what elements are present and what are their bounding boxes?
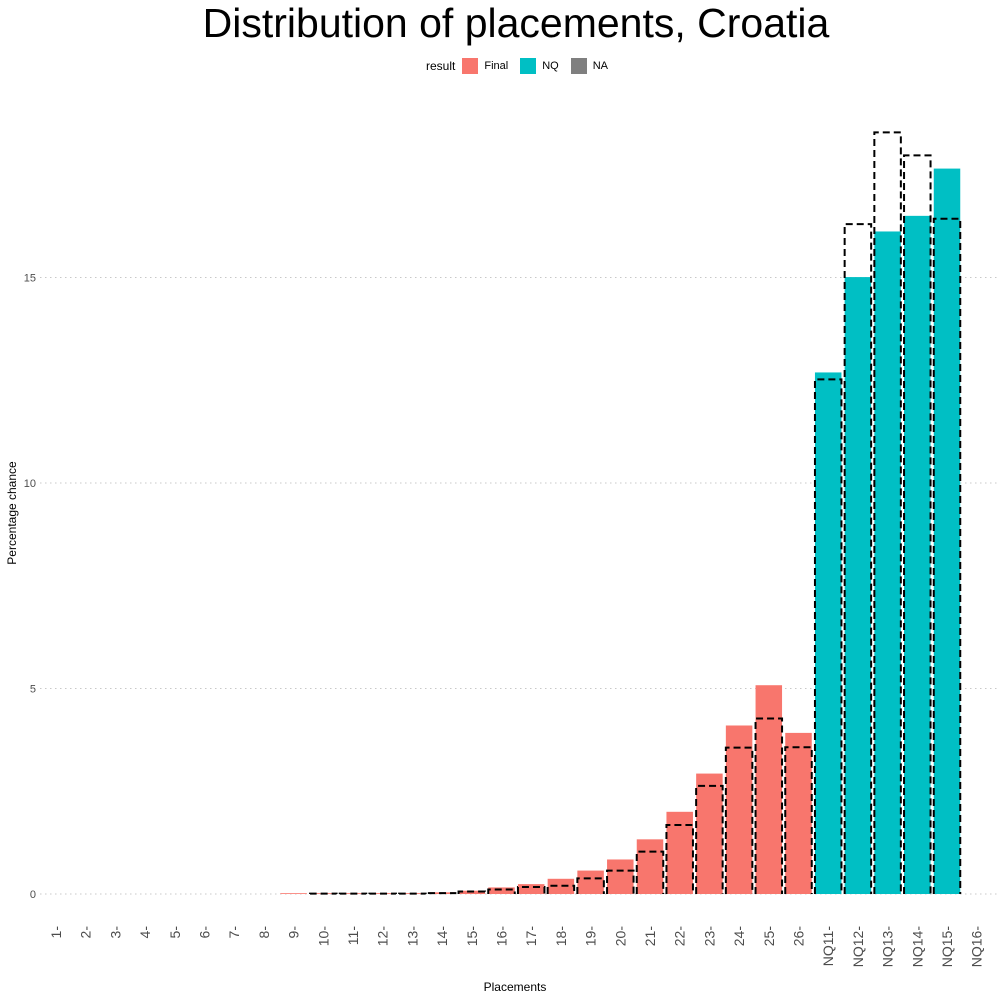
x-tick-label: 21-: [642, 926, 658, 947]
x-tick-label: 11-: [345, 926, 361, 946]
x-tick-label: 5-: [167, 926, 183, 939]
x-tick-label: 22-: [672, 926, 688, 947]
legend-title: result: [426, 59, 456, 73]
x-tick-label: NQ15-: [939, 926, 955, 968]
bar: [280, 893, 307, 894]
bars: [280, 168, 961, 895]
legend: result Final NQ NA: [426, 58, 620, 74]
y-tick-label: 15: [24, 273, 36, 285]
x-tick-label: 26-: [791, 926, 807, 947]
reference-outline: [903, 154, 932, 894]
legend-label-na: NA: [592, 60, 608, 72]
chart-title: Distribution of placements, Croatia: [202, 0, 830, 46]
reference-outline: [813, 378, 843, 894]
x-tick-label: 20-: [612, 926, 628, 947]
y-axis-ticks: 0 5 10 15: [24, 273, 36, 902]
x-tick-label: 8-: [256, 926, 272, 939]
bar: [904, 215, 931, 895]
x-tick-label: 14-: [434, 926, 450, 947]
reference-outline: [606, 869, 635, 894]
legend-label-final: Final: [484, 60, 509, 72]
x-tick-label: 9-: [286, 926, 302, 939]
x-tick-label: 23-: [701, 926, 717, 947]
reference-outline: [932, 217, 962, 894]
reference-outline: [665, 823, 694, 894]
reference-outline: [427, 892, 457, 895]
bar: [814, 372, 842, 894]
x-tick-label: 13-: [404, 926, 420, 947]
x-tick-label: 6-: [197, 926, 213, 939]
legend-key-final: [462, 58, 479, 74]
x-tick-label: 2-: [78, 926, 94, 939]
bar: [696, 773, 723, 894]
reference-outline: [516, 886, 546, 894]
x-tick-label: NQ14-: [909, 926, 925, 968]
x-tick-label: NQ13-: [880, 926, 896, 968]
reference-outline: [457, 890, 487, 894]
x-tick-label: 15-: [464, 926, 480, 947]
x-tick-label: NQ12-: [850, 926, 866, 968]
x-tick-label: 10-: [315, 926, 331, 947]
y-axis-label: Percentage chance: [5, 461, 19, 565]
x-tick-label: NQ16-: [969, 926, 985, 968]
x-tick-label: 19-: [583, 926, 599, 947]
reference-outline: [754, 717, 784, 894]
legend-key-nq: [520, 58, 537, 74]
x-axis-label: Placements: [484, 980, 547, 994]
legend-label-nq: NQ: [542, 60, 559, 72]
x-axis-ticks: 1- 2- 3- 4- 5- 6- 7- 8- 9- 10- 11- 12- 13- 14- 15- 16- 1…: [48, 926, 985, 968]
bar: [488, 887, 515, 894]
x-tick-label: 7-: [226, 926, 242, 939]
x-tick-label: 4-: [137, 926, 153, 939]
bar: [874, 231, 901, 894]
x-tick-label: 16-: [494, 926, 510, 947]
x-tick-label: 3-: [107, 926, 123, 939]
x-tick-label: 17-: [523, 926, 539, 947]
y-tick-label: 0: [30, 889, 36, 901]
legend-key-na: [570, 58, 587, 74]
y-tick-label: 10: [24, 478, 36, 490]
x-tick-label: NQ11-: [820, 926, 836, 967]
x-tick-label: 12-: [375, 926, 391, 947]
bar: [844, 277, 872, 894]
x-tick-label: 18-: [553, 926, 569, 947]
bar: [517, 884, 545, 894]
reference-outline: [546, 884, 576, 894]
reference-outline: [724, 746, 754, 894]
reference-outline: [843, 223, 873, 894]
reference-outline: [635, 850, 665, 894]
bar: [725, 725, 753, 894]
reference-outline: [576, 877, 605, 894]
y-tick-label: 5: [30, 684, 36, 696]
bar: [547, 878, 575, 894]
reference-outline: [873, 131, 902, 894]
bar: [933, 168, 961, 894]
reference-outline: [695, 784, 724, 894]
bar: [785, 732, 812, 894]
bar: [577, 870, 604, 894]
bar: [636, 839, 664, 894]
bar: [755, 685, 783, 894]
reference-outline: [487, 888, 516, 894]
reference-outlines: [309, 131, 962, 895]
bar: [607, 859, 634, 894]
x-tick-label: 1-: [48, 926, 64, 939]
x-tick-label: 25-: [761, 926, 777, 947]
reference-outline: [784, 746, 813, 894]
x-tick-label: 24-: [731, 926, 747, 947]
